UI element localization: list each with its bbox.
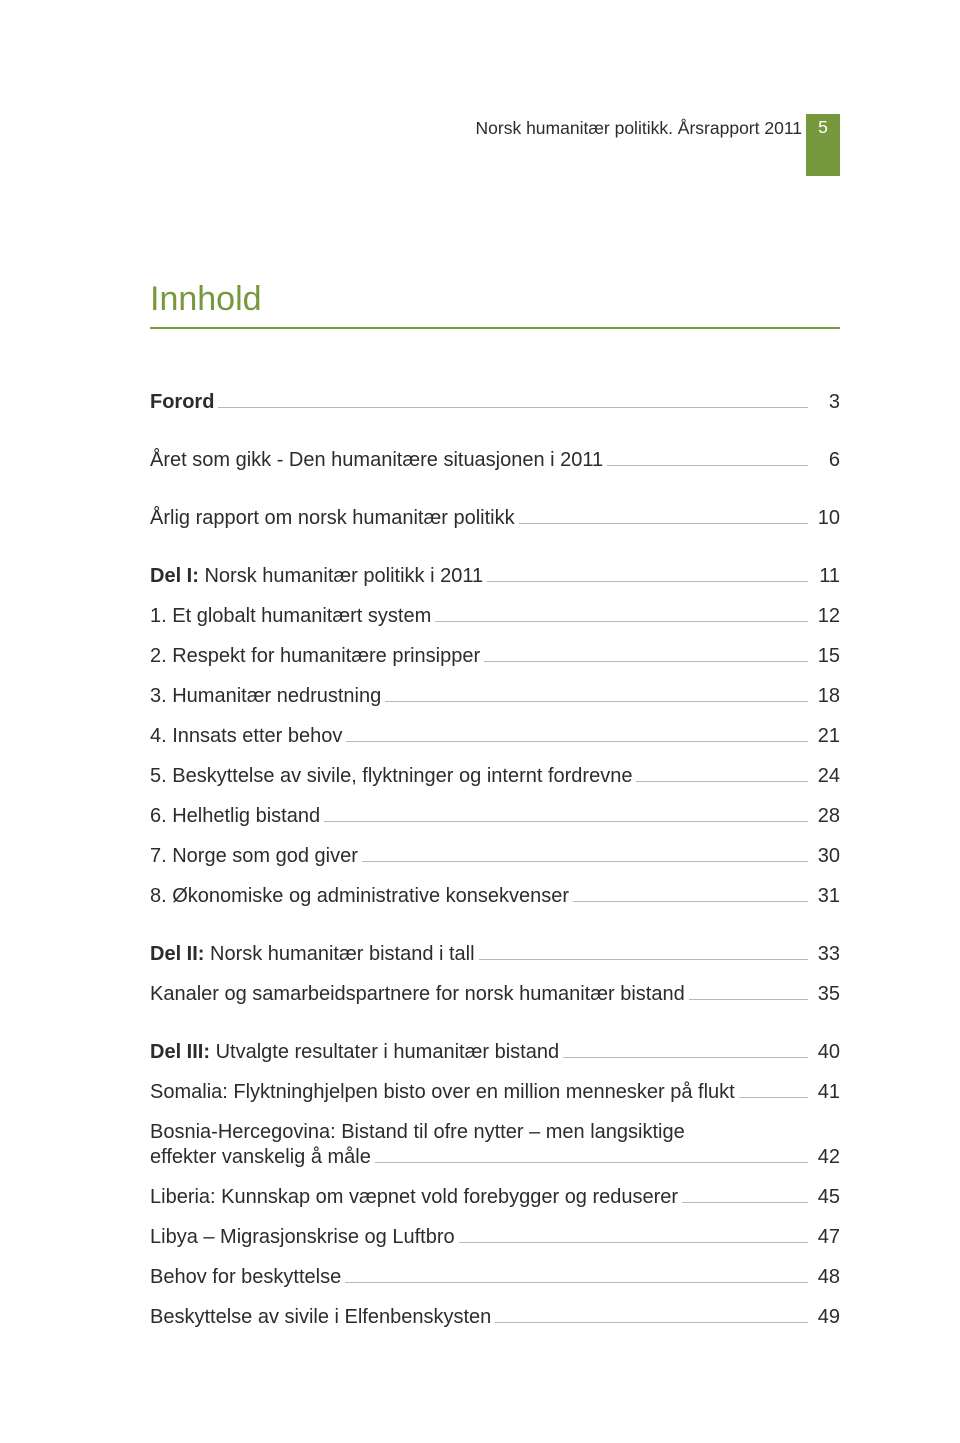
toc-entry-page: 31 [812,883,840,910]
toc-entry: Behov for beskyttelse 48 [150,1264,840,1291]
page-content: Innhold Forord 3 Året som gikk - Den human… [0,0,960,1331]
toc-entry-label: effekter vanskelig å måle [150,1144,371,1171]
toc-entry: Del I: Norsk humanitær politikk i 2011 11 [150,563,840,590]
toc-entry: Beskyttelse av sivile i Elfenbenskysten 4… [150,1304,840,1331]
toc-leader-line [487,581,808,582]
toc-entry: 3. Humanitær nedrustning 18 [150,683,840,710]
toc-entry: Forord 3 [150,389,840,416]
toc-entry: 6. Helhetlig bistand 28 [150,803,840,830]
toc-entry: Kanaler og samarbeidspartnere for norsk … [150,981,840,1008]
toc-leader-line [636,781,808,782]
toc-entry-label: 2. Respekt for humanitære prinsipper [150,643,480,670]
toc-leader-line [345,1282,808,1283]
toc-entry: Del III: Utvalgte resultater i humanitær… [150,1039,840,1066]
toc-leader-line [362,861,808,862]
toc-entry-page: 49 [812,1304,840,1331]
toc-entry-label: Liberia: Kunnskap om væpnet vold forebyg… [150,1184,678,1211]
toc-entry: effekter vanskelig å måle 42 [150,1144,840,1171]
toc-title: Innhold [150,280,840,319]
toc-leader-line [385,701,808,702]
toc-entry: 4. Innsats etter behov 21 [150,723,840,750]
toc-group-gap [150,487,840,505]
page-header: Norsk humanitær politikk. Årsrapport 201… [476,116,840,176]
toc-leader-line [435,621,808,622]
toc-leader-line [324,821,808,822]
toc-entry-label: 1. Et globalt humanitært system [150,603,431,630]
toc-entry-page: 33 [812,941,840,968]
toc-entry-label: 6. Helhetlig bistand [150,803,320,830]
toc-entry-label: Årlig rapport om norsk humanitær politik… [150,505,515,532]
toc-entry-page: 30 [812,843,840,870]
toc-leader-line [689,999,808,1000]
toc-leader-line [519,523,808,524]
toc-entry-page: 40 [812,1039,840,1066]
toc-leader-line [218,407,808,408]
toc-entry-page: 48 [812,1264,840,1291]
toc-entry-label: Libya – Migrasjonskrise og Luftbro [150,1224,455,1251]
toc-entry-label: 5. Beskyttelse av sivile, flyktninger og… [150,763,632,790]
header-title: Norsk humanitær politikk. Årsrapport 201… [476,116,802,139]
toc-entry-label: 7. Norge som god giver [150,843,358,870]
toc-entry: 2. Respekt for humanitære prinsipper 15 [150,643,840,670]
toc-leader-line [495,1322,808,1323]
toc-entry: Del II: Norsk humanitær bistand i tall 33 [150,941,840,968]
toc-entry-label: Året som gikk - Den humanitære situasjon… [150,447,603,474]
toc-entry: 8. Økonomiske og administrative konsekve… [150,883,840,910]
toc-entry-page: 45 [812,1184,840,1211]
toc-entry: Libya – Migrasjonskrise og Luftbro 47 [150,1224,840,1251]
toc-entry-page: 42 [812,1144,840,1171]
toc-entry: Året som gikk - Den humanitære situasjon… [150,447,840,474]
toc-entry-label: 8. Økonomiske og administrative konsekve… [150,883,569,910]
toc-entry: 1. Et globalt humanitært system 12 [150,603,840,630]
toc-entry-page: 10 [812,505,840,532]
toc-entry-page: 12 [812,603,840,630]
toc-entry-label: Del III: Utvalgte resultater i humanitær… [150,1039,559,1066]
toc-entry-label: Somalia: Flyktninghjelpen bisto over en … [150,1079,735,1106]
toc-entry-label: 3. Humanitær nedrustning [150,683,381,710]
title-rule [150,327,840,329]
toc-leader-line [563,1057,808,1058]
toc-entry-label: Forord [150,389,214,416]
toc-entry-page: 24 [812,763,840,790]
toc-list: Forord 3 Året som gikk - Den humanitære si… [150,389,840,1331]
toc-entry-page: 11 [812,563,840,590]
toc-entry-page: 28 [812,803,840,830]
toc-entry-page: 35 [812,981,840,1008]
toc-entry-label: Behov for beskyttelse [150,1264,341,1291]
toc-entry-page: 47 [812,1224,840,1251]
toc-group-gap [150,545,840,563]
toc-entry-page: 15 [812,643,840,670]
toc-entry-page: 6 [812,447,840,474]
page-number-badge: 5 [806,114,840,176]
toc-leader-line [459,1242,808,1243]
toc-leader-line [607,465,808,466]
toc-entry-page: 3 [812,389,840,416]
toc-entry-label: Kanaler og samarbeidspartnere for norsk … [150,981,685,1008]
toc-leader-line [375,1162,808,1163]
toc-entry-page: 41 [812,1079,840,1106]
toc-entry: Årlig rapport om norsk humanitær politik… [150,505,840,532]
toc-entry-label: Beskyttelse av sivile i Elfenbenskysten [150,1304,491,1331]
toc-group-gap [150,1021,840,1039]
toc-entry-page: 21 [812,723,840,750]
toc-leader-line [682,1202,808,1203]
toc-leader-line [573,901,808,902]
toc-entry-continuation: Bosnia-Hercegovina: Bistand til ofre nyt… [150,1119,840,1146]
toc-entry-label: Del II: Norsk humanitær bistand i tall [150,941,475,968]
toc-entry-label: 4. Innsats etter behov [150,723,342,750]
toc-entry: Liberia: Kunnskap om væpnet vold forebyg… [150,1184,840,1211]
toc-entry-page: 18 [812,683,840,710]
toc-leader-line [739,1097,808,1098]
toc-entry: 5. Beskyttelse av sivile, flyktninger og… [150,763,840,790]
toc-leader-line [479,959,808,960]
toc-leader-line [346,741,808,742]
toc-group-gap [150,429,840,447]
toc-group-gap [150,923,840,941]
toc-entry: 7. Norge som god giver 30 [150,843,840,870]
toc-entry-label: Del I: Norsk humanitær politikk i 2011 [150,563,483,590]
toc-entry: Somalia: Flyktninghjelpen bisto over en … [150,1079,840,1106]
toc-leader-line [484,661,808,662]
